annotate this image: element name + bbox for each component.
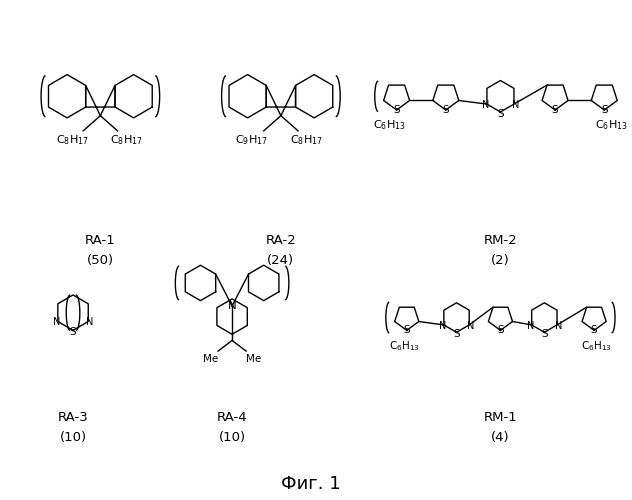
Text: S: S: [442, 105, 449, 115]
Text: S: S: [403, 326, 410, 336]
Text: RA-4: RA-4: [217, 411, 247, 424]
Text: $\mathregular{C_6H_{13}}$: $\mathregular{C_6H_{13}}$: [595, 118, 628, 132]
Text: S: S: [497, 326, 504, 336]
Text: $\mathregular{C_6H_{13}}$: $\mathregular{C_6H_{13}}$: [374, 118, 406, 132]
Text: $\mathregular{C_8H_{17}}$: $\mathregular{C_8H_{17}}$: [56, 133, 89, 147]
Text: N: N: [52, 318, 60, 328]
Text: S: S: [591, 326, 597, 336]
Text: RM-1: RM-1: [483, 411, 518, 424]
Text: RA-1: RA-1: [85, 234, 116, 247]
Text: Фиг. 1: Фиг. 1: [281, 475, 341, 493]
Text: $\mathregular{C_8H_{17}}$: $\mathregular{C_8H_{17}}$: [290, 133, 323, 147]
Text: (10): (10): [59, 430, 87, 444]
Text: (24): (24): [267, 254, 295, 266]
Text: N: N: [228, 300, 236, 312]
Text: Me: Me: [246, 354, 261, 364]
Text: S: S: [601, 105, 607, 115]
Text: RA-3: RA-3: [58, 411, 88, 424]
Text: RM-2: RM-2: [483, 234, 518, 247]
Text: $\mathregular{C_6H_{13}}$: $\mathregular{C_6H_{13}}$: [389, 340, 420, 353]
Text: N: N: [526, 320, 534, 330]
Text: $\mathregular{C_6H_{13}}$: $\mathregular{C_6H_{13}}$: [581, 340, 612, 353]
Text: N: N: [467, 320, 474, 330]
Text: RA-2: RA-2: [265, 234, 296, 247]
Text: Me: Me: [204, 354, 219, 364]
Text: S: S: [541, 329, 548, 339]
Text: S: S: [70, 327, 76, 337]
Text: $\mathregular{C_9H_{17}}$: $\mathregular{C_9H_{17}}$: [236, 133, 269, 147]
Text: S: S: [393, 105, 400, 115]
Text: $\mathregular{C_8H_{17}}$: $\mathregular{C_8H_{17}}$: [110, 133, 143, 147]
Text: (2): (2): [491, 254, 510, 266]
Text: N: N: [482, 100, 489, 110]
Text: (10): (10): [219, 430, 246, 444]
Text: (50): (50): [87, 254, 114, 266]
Text: S: S: [552, 105, 559, 115]
Text: N: N: [86, 318, 94, 328]
Text: N: N: [555, 320, 562, 330]
Text: (4): (4): [491, 430, 510, 444]
Text: N: N: [512, 100, 519, 110]
Text: N: N: [439, 320, 446, 330]
Text: S: S: [497, 108, 504, 118]
Text: S: S: [453, 329, 460, 339]
